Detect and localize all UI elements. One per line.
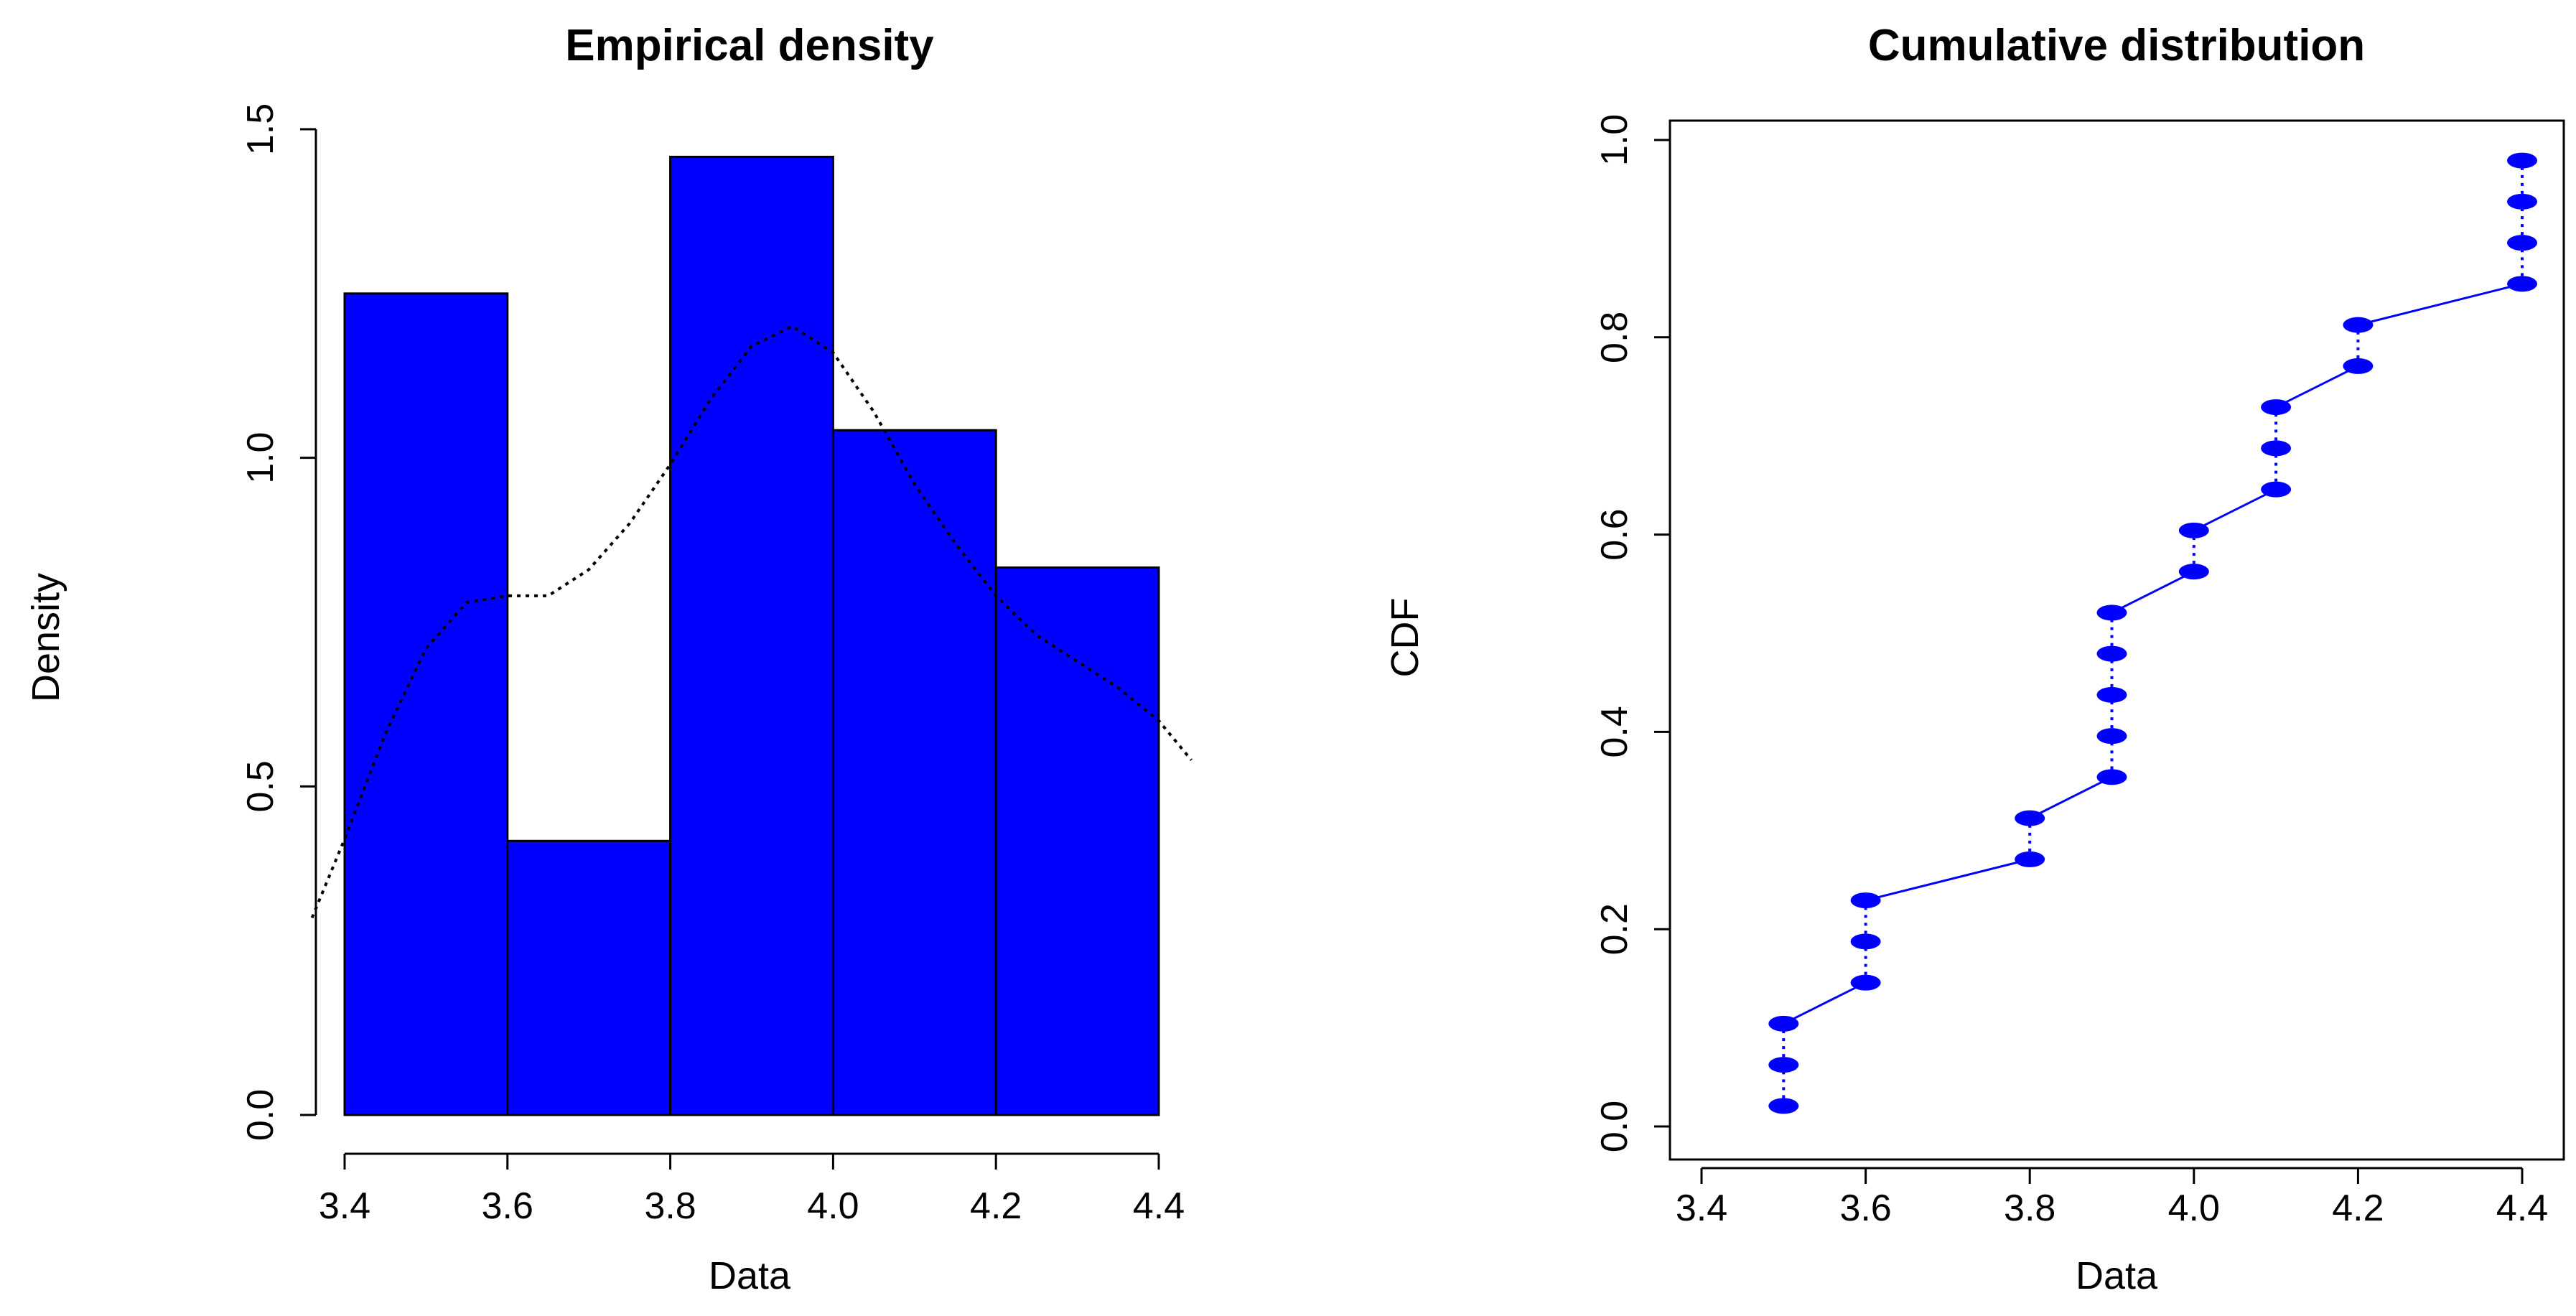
- density-panel: Empirical density Data Density 3.4 3.6 3.8…: [24, 21, 1193, 1297]
- density-bar: [669, 155, 834, 1116]
- cdf-title: Cumulative distribution: [1868, 21, 2365, 70]
- cdf-point: [2015, 810, 2045, 826]
- density-x-tick-label: 4.4: [1133, 1185, 1185, 1227]
- cdf-y-tick-label: 0.4: [1594, 706, 1635, 757]
- cdf-y-axis: 0.0 0.2 0.4 0.6 0.8 1.0: [1594, 114, 1670, 1152]
- density-y-axis: 0.0 0.5 1.0 1.5: [240, 103, 317, 1141]
- cdf-x-axis: 3.4 3.6 3.8 4.0 4.2 4.4: [1676, 1167, 2548, 1229]
- cdf-point: [2178, 522, 2209, 538]
- cdf-point: [1850, 974, 1881, 991]
- cdf-y-tick-label: 0.8: [1594, 312, 1635, 363]
- cdf-x-tick-label: 3.6: [1839, 1187, 1891, 1229]
- cdf-connector: [2029, 775, 2113, 819]
- density-x-tick-label: 3.8: [644, 1185, 696, 1227]
- cdf-connector: [2358, 282, 2523, 327]
- cdf-point: [2261, 440, 2292, 457]
- cdf-x-tick-label: 4.2: [2332, 1187, 2384, 1229]
- cdf-point: [2096, 686, 2127, 703]
- density-x-tick-label: 3.4: [319, 1185, 370, 1227]
- cdf-steps: [1782, 160, 2524, 1106]
- cdf-y-tick-label: 0.0: [1594, 1101, 1635, 1152]
- density-x-label: Data: [709, 1254, 791, 1297]
- cdf-point: [1768, 1057, 1799, 1073]
- density-y-tick-label: 1.5: [240, 103, 281, 155]
- cdf-point: [1850, 933, 1881, 950]
- density-y-tick-label: 0.5: [240, 760, 281, 812]
- density-y-tick-label: 1.0: [240, 432, 281, 484]
- cdf-point: [2261, 399, 2292, 416]
- cdf-panel: Cumulative distribution Data CDF 3.4 3.6 3…: [1383, 21, 2565, 1297]
- cdf-x-tick-label: 4.4: [2496, 1187, 2548, 1229]
- density-bar: [506, 839, 672, 1116]
- density-x-tick-label: 4.2: [970, 1185, 1022, 1227]
- density-curve-line: [310, 325, 1193, 919]
- cdf-point: [2096, 769, 2127, 785]
- cdf-plot-frame: [1669, 119, 2565, 1161]
- cdf-connector: [2111, 570, 2195, 614]
- cdf-y-tick-label: 0.6: [1594, 508, 1635, 560]
- density-bar: [994, 566, 1160, 1116]
- cdf-point: [2507, 235, 2537, 251]
- density-y-tick-label: 0.0: [240, 1089, 281, 1141]
- density-x-tick-label: 3.6: [482, 1185, 533, 1227]
- cdf-point: [2261, 481, 2292, 498]
- cdf-x-tick-label: 3.8: [2004, 1187, 2055, 1229]
- cdf-point: [2015, 851, 2045, 867]
- cdf-point: [2343, 317, 2374, 333]
- cdf-y-label: CDF: [1383, 598, 1427, 678]
- density-x-axis: 3.4 3.6 3.8 4.0 4.2 4.4: [319, 1152, 1185, 1227]
- density-bar: [831, 429, 997, 1116]
- cdf-x-label: Data: [2076, 1254, 2158, 1297]
- cdf-point: [2507, 193, 2537, 210]
- cdf-point: [1768, 1015, 1799, 1032]
- cdf-point: [1850, 892, 1881, 909]
- cdf-points: [1768, 152, 2537, 1114]
- density-y-label: Density: [24, 573, 67, 702]
- density-title: Empirical density: [565, 21, 934, 70]
- cdf-connector: [1783, 981, 1867, 1025]
- cdf-point: [2096, 605, 2127, 621]
- cdf-point: [2178, 564, 2209, 580]
- cdf-x-tick-label: 3.4: [1676, 1187, 1727, 1229]
- cdf-y-tick-label: 0.2: [1594, 903, 1635, 955]
- density-bars: [343, 155, 1160, 1116]
- cdf-connector: [2275, 365, 2359, 409]
- cdf-point: [2343, 358, 2374, 374]
- density-bar: [343, 292, 509, 1116]
- cdf-connector: [1865, 858, 2030, 902]
- cdf-point: [2096, 728, 2127, 745]
- cdf-connector: [2193, 488, 2277, 532]
- density-curve: [310, 325, 1193, 919]
- cdf-point: [2507, 276, 2537, 292]
- cdf-x-tick-label: 4.0: [2168, 1187, 2220, 1229]
- cdf-point: [2507, 152, 2537, 169]
- cdf-point: [2096, 645, 2127, 662]
- cdf-y-tick-label: 1.0: [1594, 114, 1635, 166]
- cdf-point: [1768, 1098, 1799, 1114]
- density-x-tick-label: 4.0: [807, 1185, 859, 1227]
